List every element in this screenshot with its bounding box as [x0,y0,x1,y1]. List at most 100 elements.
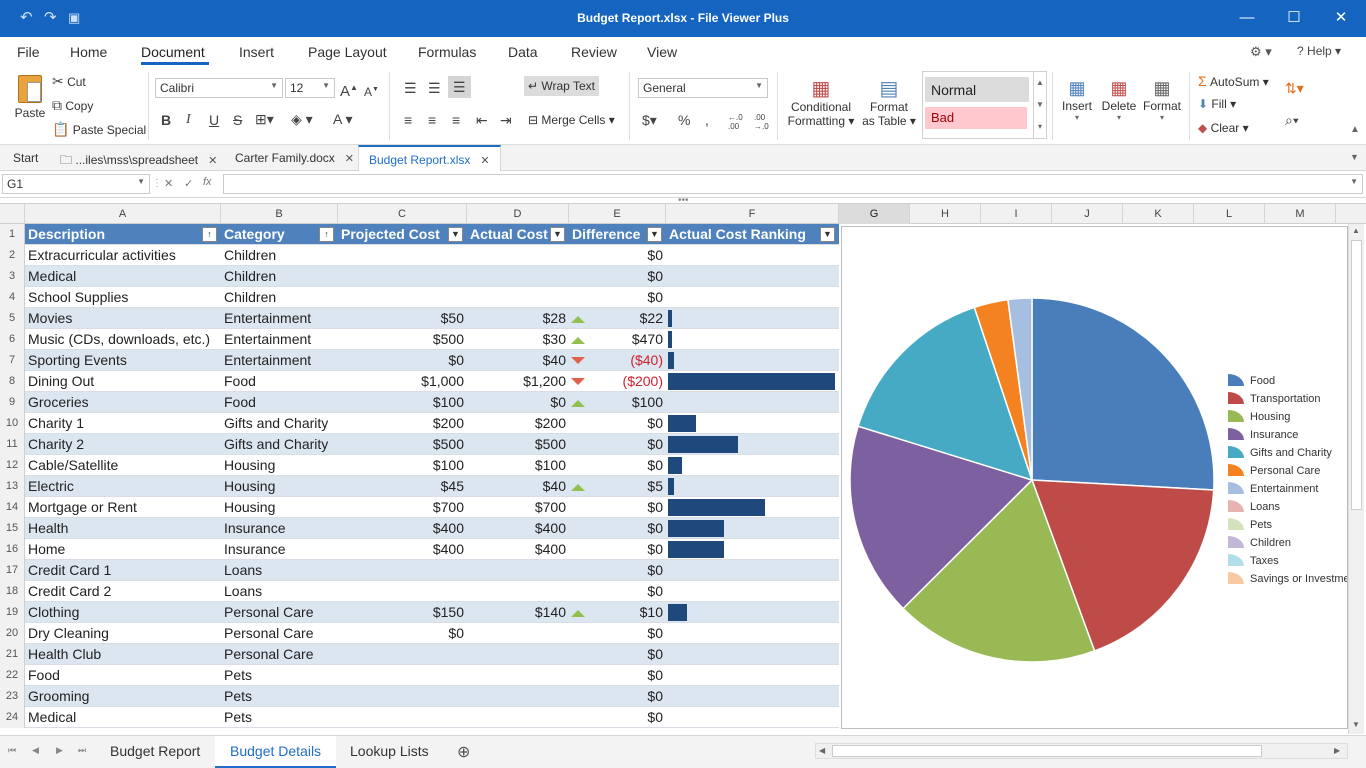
fill-button[interactable]: ⬇ Fill ▾ [1198,97,1237,111]
cell-act[interactable]: $400 [467,518,569,538]
scroll-up-icon[interactable]: ▲ [1352,226,1360,235]
cell-ranking[interactable] [666,245,839,265]
wrap-text-button[interactable]: ↵ Wrap Text [524,76,599,96]
column-header-f[interactable]: F [666,204,839,224]
cell-proj[interactable]: $400 [432,541,464,557]
cell-diff[interactable]: $470 [631,331,663,347]
cell-diff[interactable]: $0 [569,686,666,706]
cell-ranking[interactable] [666,413,839,433]
vertical-scrollbar[interactable]: ▲ ▼ [1348,224,1364,734]
tabs-overflow-icon[interactable]: ▼ [1350,152,1359,162]
row-number[interactable]: 23 [0,686,25,707]
cell-proj[interactable]: $500 [432,331,464,347]
table-header-cell[interactable]: Actual Cost Ranking ▼ [666,224,839,244]
row-number[interactable]: 17 [0,560,25,581]
menu-view[interactable]: View [647,44,678,60]
menu-page-layout[interactable]: Page Layout [308,44,387,60]
cell-ranking[interactable] [666,287,839,307]
undo-icon[interactable]: ↶ [20,9,33,26]
cell-act[interactable]: $200 [534,415,566,431]
formula-input[interactable]: ▼ [223,174,1363,194]
cell-desc[interactable]: School Supplies [28,289,129,305]
cell-diff[interactable]: $0 [647,247,663,263]
currency-icon[interactable]: $▾ [642,112,657,128]
cell-desc[interactable]: Cable/Satellite [28,457,119,473]
cell-act[interactable]: $28 [467,308,569,328]
cell-act[interactable] [467,581,569,601]
cell-desc[interactable]: Dry Cleaning [28,625,109,641]
sheet-tab-budget-details[interactable]: Budget Details [215,736,337,768]
first-sheet-icon[interactable]: ⏮ [8,745,17,755]
doc-tab-carter-family[interactable]: Carter Family.docx ✕ [225,145,364,171]
cell-proj[interactable]: $200 [432,415,464,431]
cancel-formula-icon[interactable]: ✕ [164,178,174,190]
autosum-button[interactable]: Σ AutoSum ▾ [1198,73,1269,89]
row-number[interactable]: 2 [0,245,25,266]
cell-act[interactable] [467,560,569,580]
cell-proj[interactable]: $150 [338,602,467,622]
fill-color-icon[interactable]: ◈ ▾ [291,111,313,127]
cell-desc[interactable]: Home [28,541,66,557]
cell-cat[interactable]: Housing [224,457,276,473]
row-number[interactable]: 20 [0,623,25,644]
cell-diff[interactable]: $0 [647,457,663,473]
row-number[interactable]: 18 [0,581,25,602]
cell-proj[interactable] [338,686,467,706]
confirm-formula-icon[interactable]: ✓ [184,178,194,190]
column-header-g[interactable]: G [839,204,910,224]
cell-cat[interactable]: Insurance [224,541,286,557]
paste-special-button[interactable]: 📋 Paste Special [52,121,146,137]
cell-proj[interactable] [338,287,467,307]
cell-proj[interactable] [338,665,467,685]
cell-ranking[interactable] [666,623,839,643]
cell-ranking[interactable] [666,686,839,706]
close-tab-icon[interactable]: ✕ [480,155,490,167]
help-button[interactable]: ? Help ▾ [1297,44,1342,58]
align-left-icon[interactable]: ≡ [404,112,413,128]
h-scroll-thumb[interactable] [832,745,1262,757]
cell-act[interactable] [467,245,569,265]
filter-dropdown-icon[interactable]: ▼ [448,227,463,242]
cell-desc[interactable]: Health Club [25,644,221,664]
font-name-select[interactable]: Calibri ▼ [155,78,283,98]
cell-ranking[interactable] [666,308,839,328]
cell-ranking[interactable] [666,497,839,517]
cell-desc[interactable]: Credit Card 1 [25,560,221,580]
cell-cat[interactable]: Housing [221,476,338,496]
cell-proj[interactable]: $700 [432,499,464,515]
cell-diff[interactable]: $0 [647,667,663,683]
cell-diff[interactable]: $0 [569,518,666,538]
cell-diff[interactable]: ($40) [569,350,666,370]
filter-dropdown-icon[interactable]: ▼ [820,227,835,242]
cell-proj[interactable] [338,581,467,601]
cell-proj[interactable] [338,266,467,286]
cell-proj[interactable] [338,707,467,727]
sort-filter-icon[interactable]: ⇅▾ [1285,80,1304,96]
cell-desc[interactable]: Medical [28,709,77,725]
redo-icon[interactable]: ↷ [44,9,57,26]
cell-act[interactable]: $40 [467,476,569,496]
align-top-icon[interactable]: ☰ [404,80,417,96]
cell-act[interactable]: $700 [534,499,566,515]
cell-cat[interactable]: Pets [221,686,338,706]
cell-ranking[interactable] [666,539,839,559]
cell-desc[interactable]: Food [28,667,60,683]
cell-diff[interactable]: $0 [569,434,666,454]
row-number[interactable]: 5 [0,308,25,329]
cell-proj[interactable]: $45 [338,476,467,496]
sheet-tab-budget-report[interactable]: Budget Report [110,743,201,759]
cell-proj[interactable]: $100 [338,392,467,412]
row-number[interactable]: 9 [0,392,25,413]
menu-review[interactable]: Review [571,44,617,60]
cell-proj[interactable]: $100 [432,457,464,473]
cell-ranking[interactable] [666,455,839,475]
cell-proj[interactable]: $0 [338,350,467,370]
column-header-e[interactable]: E [569,204,666,224]
cell-act[interactable] [467,644,569,664]
cell-desc[interactable]: Charity 2 [25,434,221,454]
cell-cat[interactable]: Loans [221,560,338,580]
row-number[interactable]: 8 [0,371,25,392]
cell-desc[interactable]: Groceries [25,392,221,412]
column-header-k[interactable]: K [1123,204,1194,224]
cell-desc[interactable]: Mortgage or Rent [28,499,137,515]
